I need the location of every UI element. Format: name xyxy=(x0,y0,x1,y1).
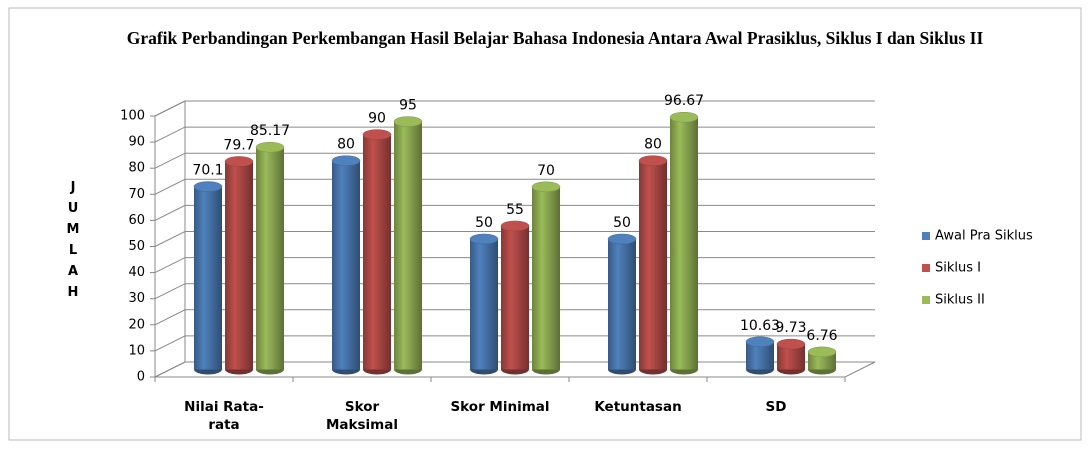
legend-swatch xyxy=(922,296,930,304)
data-label: 80 xyxy=(644,137,662,153)
bar-top xyxy=(531,181,561,193)
data-label: 50 xyxy=(475,215,493,231)
y-tick-label: 90 xyxy=(128,135,145,150)
bar xyxy=(332,160,360,370)
y-tick-label: 100 xyxy=(120,109,145,124)
y-tick-label: 40 xyxy=(128,265,145,280)
y-tick-label: 0 xyxy=(137,370,145,385)
x-tick-label: Skor Minimal xyxy=(450,399,550,415)
bar xyxy=(225,161,253,370)
x-tick-label: SD xyxy=(765,399,787,415)
legend-label: Siklus I xyxy=(935,261,981,276)
bar xyxy=(363,134,391,370)
bar xyxy=(670,117,698,370)
data-label: 70 xyxy=(537,163,555,179)
bar-top xyxy=(193,181,223,192)
x-tick-label: Ketuntasan xyxy=(594,399,682,415)
bar-top xyxy=(469,233,499,245)
y-tick-label: 50 xyxy=(128,239,145,254)
bar xyxy=(608,239,636,370)
y-tick-label: 80 xyxy=(128,161,145,176)
data-label: 10.63 xyxy=(740,318,780,334)
legend-label: Siklus II xyxy=(935,293,985,308)
chart-title: Grafik Perbandingan Perkembangan Hasil B… xyxy=(126,28,984,48)
data-label: 70.1 xyxy=(192,163,223,179)
y-tick-label: 30 xyxy=(128,291,145,306)
data-label: 79.7 xyxy=(223,137,254,153)
bar-top xyxy=(362,129,392,140)
y-tick-label: 20 xyxy=(128,317,145,332)
data-label: 50 xyxy=(613,215,631,231)
bar-top xyxy=(224,156,254,167)
bar-top xyxy=(255,141,285,153)
bar xyxy=(532,186,560,370)
bar xyxy=(470,239,498,370)
data-label: 80 xyxy=(337,137,355,153)
legend-swatch xyxy=(922,232,930,240)
bar-top xyxy=(807,346,837,358)
bar-top xyxy=(393,116,423,127)
data-label: 96.67 xyxy=(664,93,704,109)
y-tick-label: 70 xyxy=(128,187,145,202)
bar xyxy=(501,225,529,370)
bar xyxy=(194,186,222,370)
data-label: 90 xyxy=(368,111,386,127)
bar xyxy=(394,121,422,370)
x-tick-label: Skor Maksimal xyxy=(326,399,398,433)
legend-label: Awal Pra Siklus xyxy=(935,229,1033,244)
data-label: 55 xyxy=(506,202,524,218)
data-label: 9.73 xyxy=(775,320,806,336)
legend-swatch xyxy=(922,264,930,272)
bar xyxy=(639,160,667,370)
bar-top xyxy=(331,155,361,166)
data-label: 6.76 xyxy=(806,328,837,344)
y-tick-label: 10 xyxy=(128,343,145,358)
y-tick-label: 60 xyxy=(128,213,145,228)
bar-top xyxy=(500,220,530,232)
bar xyxy=(256,147,284,370)
bar-top xyxy=(638,155,668,166)
data-label: 95 xyxy=(399,98,417,114)
bar-top xyxy=(607,233,637,245)
bar-top xyxy=(776,338,806,350)
data-label: 85.17 xyxy=(250,123,290,139)
x-tick-label: Nilai Rata-rata xyxy=(184,399,264,433)
bar-top xyxy=(669,111,699,123)
y-axis-label: JUMLAH xyxy=(66,180,81,306)
bar-top xyxy=(745,336,775,348)
